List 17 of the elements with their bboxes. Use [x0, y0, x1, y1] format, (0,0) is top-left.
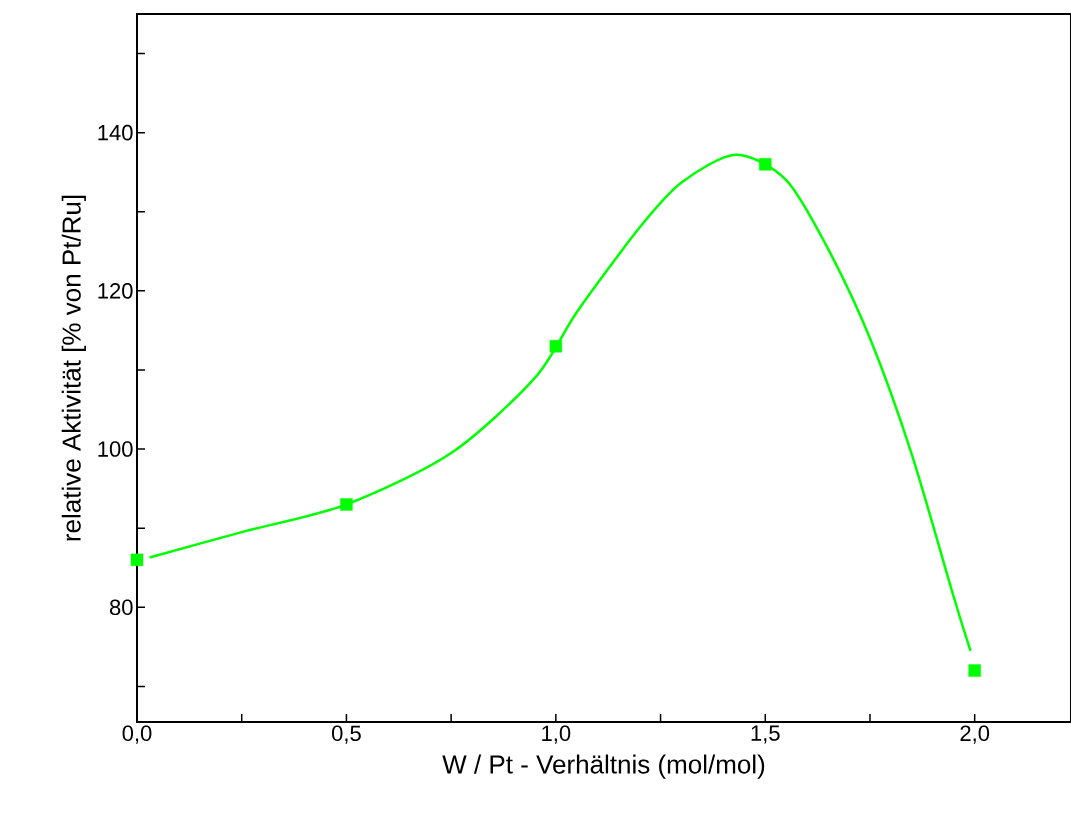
y-tick-label: 120: [98, 283, 133, 299]
point: [130, 553, 144, 567]
x-tick-label: 1,0: [542, 725, 571, 744]
point: [340, 498, 353, 511]
y-tick-label: 140: [98, 124, 133, 141]
point: [968, 664, 981, 677]
y-tick-label: 80: [109, 599, 133, 616]
point: [759, 158, 772, 171]
x-tick-label: 0,5: [331, 725, 361, 744]
y-axis-title: relative Aktivität [% von Pt/Ru]: [61, 195, 86, 541]
line-series: [148, 153, 972, 653]
x-tick-label: 0,0: [122, 725, 152, 744]
x-axis-title: W / Pt - Verhältnis (mol/mol): [442, 754, 765, 779]
x-tick-label: 2,0: [960, 725, 990, 744]
y-tick-label: 100: [98, 441, 133, 457]
point: [549, 340, 563, 353]
x-tick-label: 1,5: [751, 725, 780, 744]
